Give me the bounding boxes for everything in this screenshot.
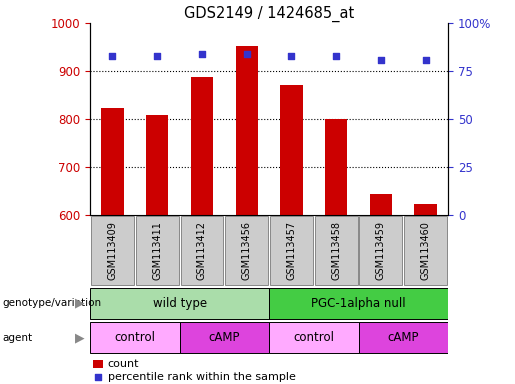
- Text: percentile rank within the sample: percentile rank within the sample: [108, 372, 296, 382]
- Bar: [325, 119, 348, 215]
- Point: [422, 56, 430, 63]
- Bar: [315, 216, 358, 285]
- Text: ▶: ▶: [75, 297, 84, 310]
- Bar: [180, 323, 269, 353]
- Point: [287, 53, 296, 59]
- Text: GSM113458: GSM113458: [331, 221, 341, 280]
- Bar: [269, 288, 448, 319]
- Bar: [270, 216, 313, 285]
- Text: agent: agent: [3, 333, 32, 343]
- Bar: [91, 216, 134, 285]
- Bar: [180, 216, 224, 285]
- Bar: [90, 288, 269, 319]
- Bar: [358, 323, 448, 353]
- Bar: [235, 46, 258, 215]
- Bar: [415, 204, 437, 215]
- Bar: [404, 216, 447, 285]
- Text: wild type: wild type: [152, 297, 207, 310]
- Bar: [191, 77, 213, 215]
- Bar: [90, 323, 180, 353]
- Text: GSM113411: GSM113411: [152, 221, 162, 280]
- Point: [153, 53, 161, 59]
- Text: GSM113456: GSM113456: [242, 221, 252, 280]
- Text: GSM113460: GSM113460: [421, 221, 431, 280]
- Bar: [93, 359, 102, 368]
- Text: GSM113412: GSM113412: [197, 221, 207, 280]
- Text: ▶: ▶: [75, 331, 84, 344]
- Text: cAMP: cAMP: [209, 331, 240, 344]
- Text: GSM113459: GSM113459: [376, 221, 386, 280]
- Bar: [225, 216, 268, 285]
- Point: [377, 56, 385, 63]
- Bar: [280, 86, 303, 215]
- Text: GSM113409: GSM113409: [108, 221, 117, 280]
- Text: control: control: [294, 331, 334, 344]
- Title: GDS2149 / 1424685_at: GDS2149 / 1424685_at: [184, 5, 354, 22]
- Text: cAMP: cAMP: [388, 331, 419, 344]
- Point: [108, 53, 116, 59]
- Bar: [370, 194, 392, 215]
- Point: [332, 53, 340, 59]
- Point: [94, 374, 102, 380]
- Text: count: count: [108, 359, 139, 369]
- Text: GSM113457: GSM113457: [286, 221, 297, 280]
- Text: genotype/variation: genotype/variation: [3, 298, 101, 308]
- Bar: [146, 115, 168, 215]
- Text: PGC-1alpha null: PGC-1alpha null: [311, 297, 406, 310]
- Text: control: control: [114, 331, 156, 344]
- Bar: [359, 216, 402, 285]
- Bar: [136, 216, 179, 285]
- Bar: [269, 323, 358, 353]
- Bar: [101, 108, 124, 215]
- Point: [243, 51, 251, 57]
- Point: [198, 51, 206, 57]
